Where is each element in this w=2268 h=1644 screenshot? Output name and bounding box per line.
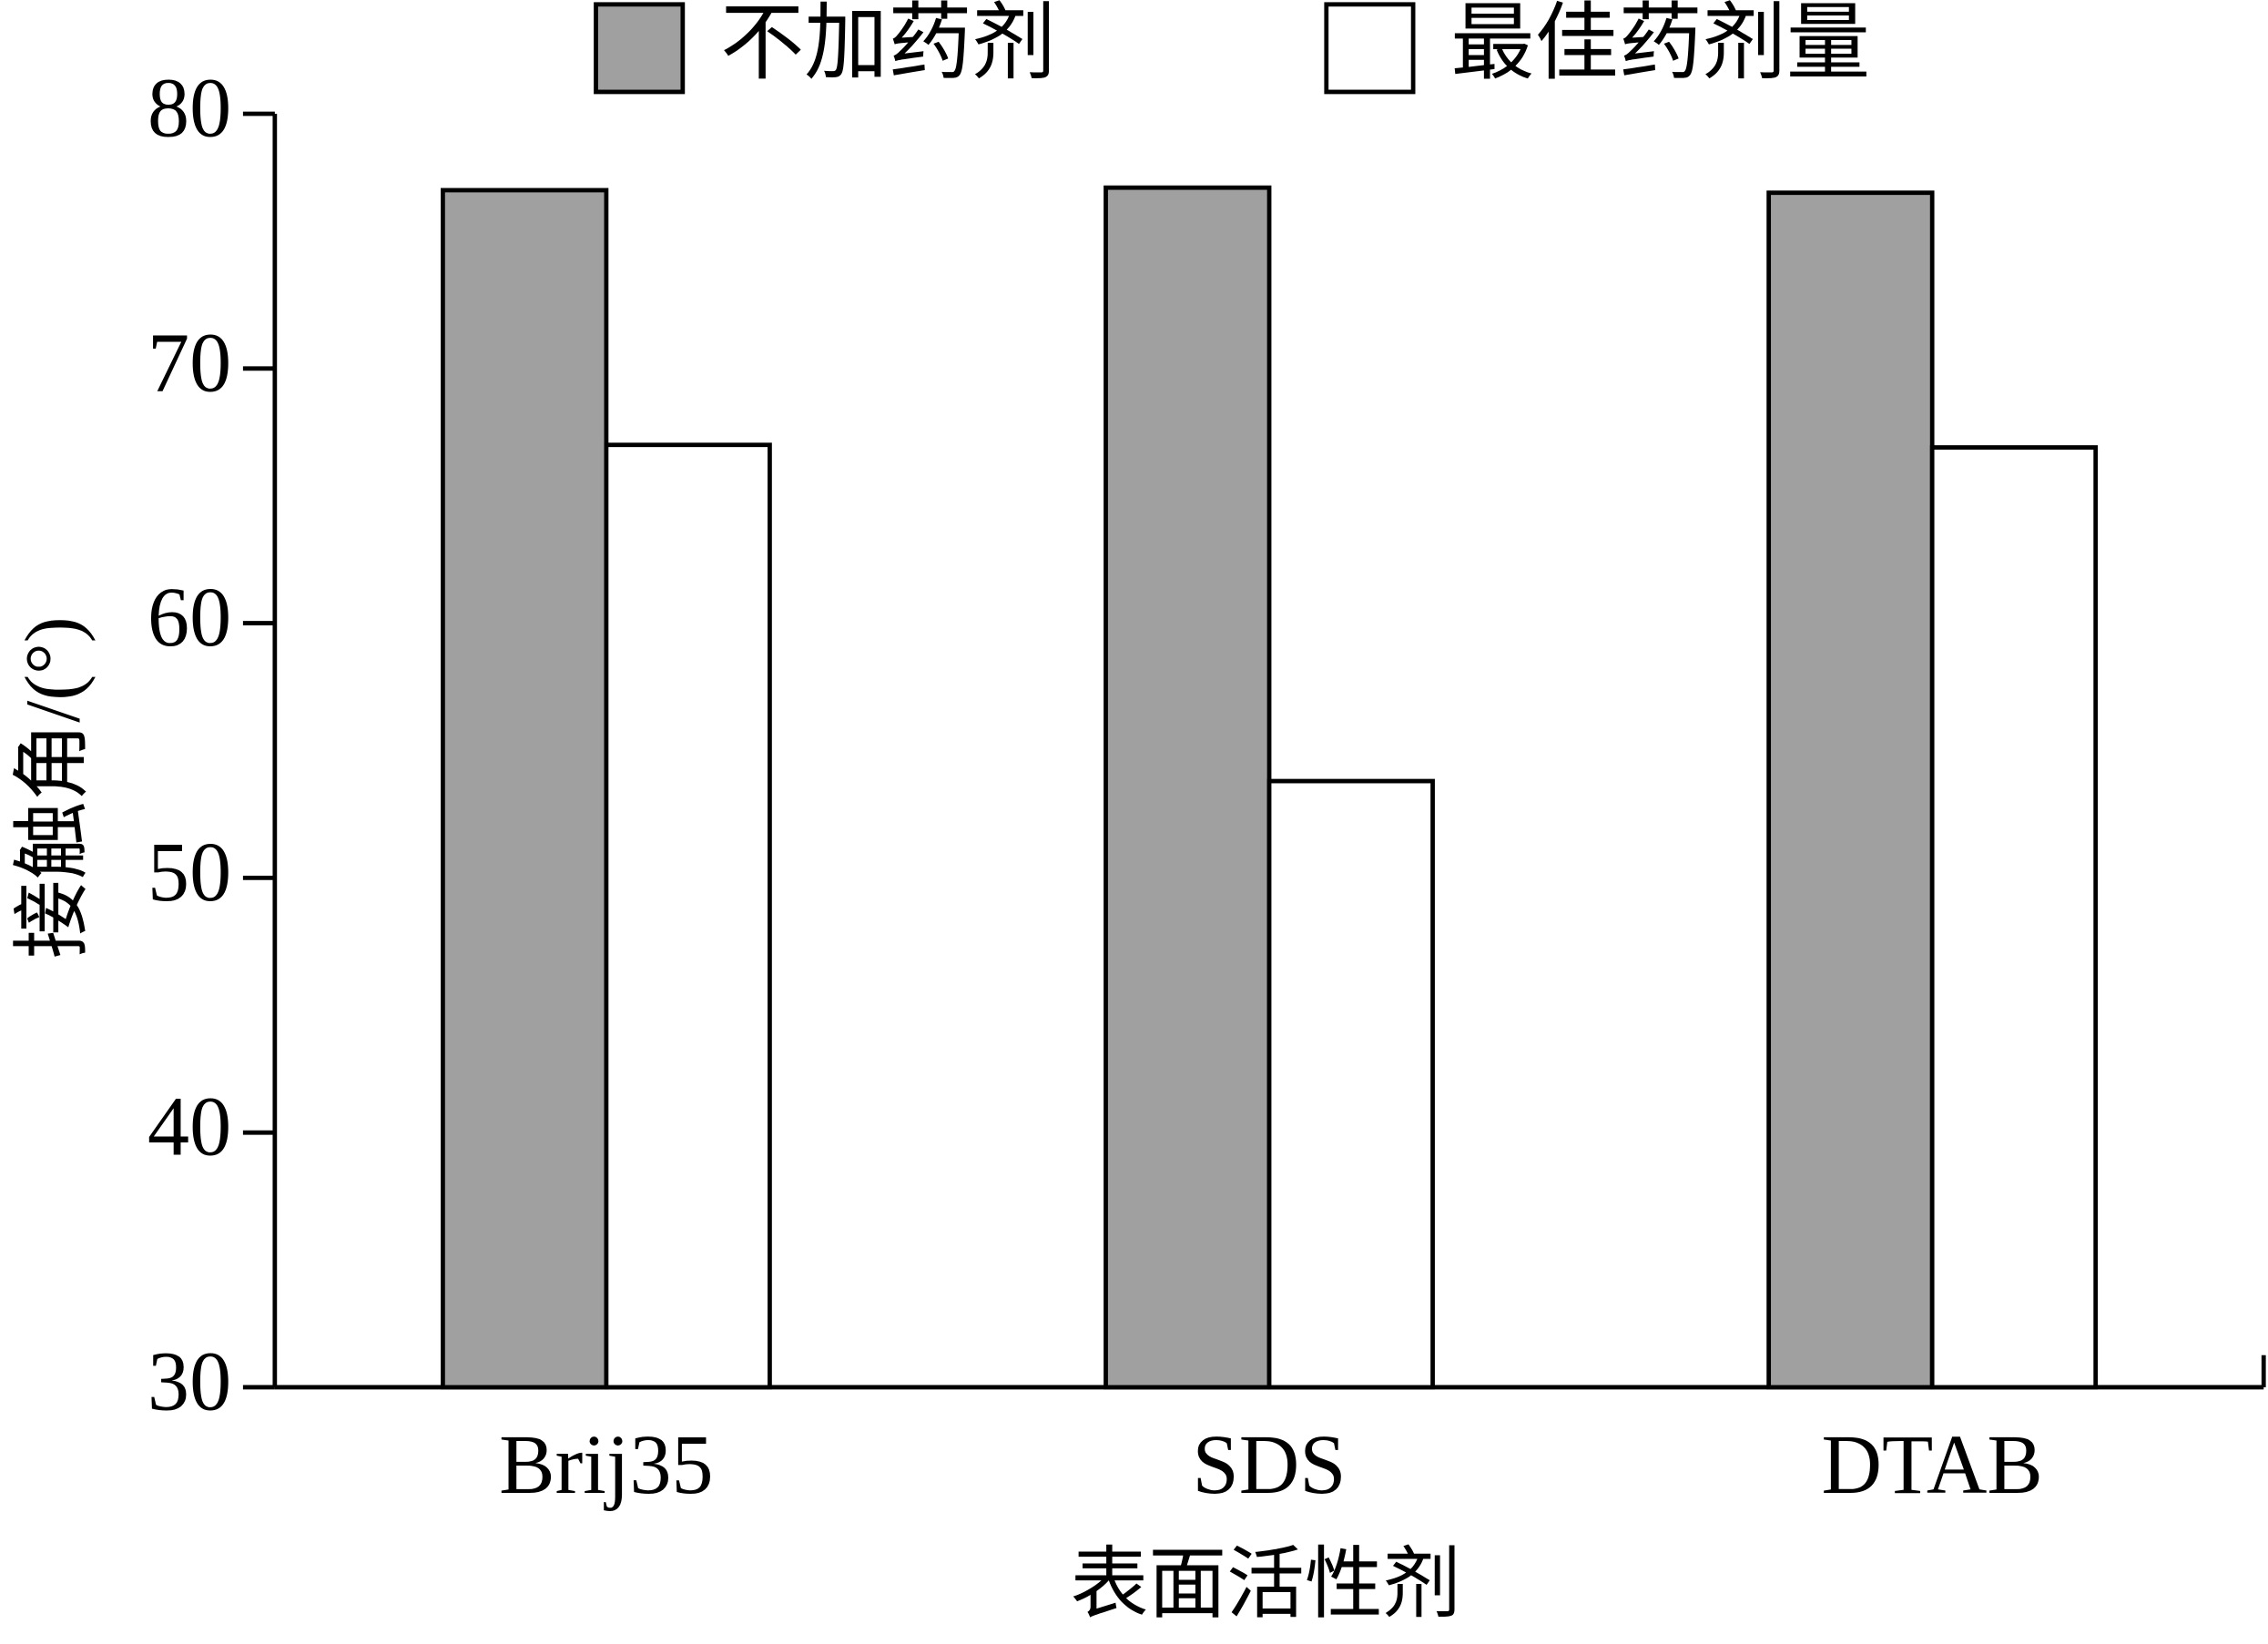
x-tick-label: SDS — [1193, 1418, 1347, 1511]
legend-swatch — [1324, 2, 1416, 95]
bar — [1766, 190, 1935, 1390]
y-axis-label: 接触角/(°) — [9, 616, 97, 959]
y-tick-label: 50 — [147, 827, 231, 919]
bar — [1929, 445, 2099, 1390]
bar — [1103, 185, 1272, 1390]
bar — [441, 188, 609, 1390]
x-tick-label: DTAB — [1821, 1418, 2042, 1511]
x-tick-label: Brij35 — [499, 1418, 713, 1511]
legend-label: 不加药剂 — [720, 0, 1056, 91]
x-axis-label: 表面活性剂 — [1071, 1540, 1461, 1628]
bar — [604, 442, 772, 1390]
legend-label: 最佳药剂量 — [1450, 0, 1870, 91]
y-tick-label: 30 — [147, 1335, 231, 1428]
bar — [1266, 778, 1435, 1390]
y-tick-label: 40 — [147, 1081, 231, 1173]
legend-swatch — [594, 2, 686, 95]
y-tick-label: 80 — [147, 62, 231, 155]
y-tick-label: 70 — [147, 317, 231, 410]
y-tick-label: 60 — [147, 572, 231, 665]
